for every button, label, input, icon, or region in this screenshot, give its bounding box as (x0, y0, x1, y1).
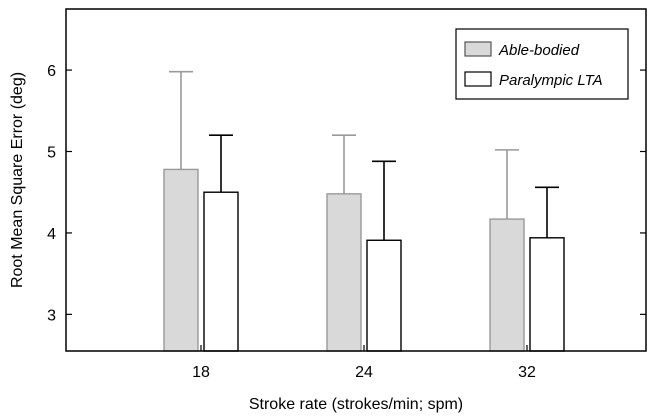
legend-swatch-paralympic-lta (464, 71, 492, 87)
x-tick-label-24: 24 (355, 364, 373, 381)
legend-label-able-bodied: Able-bodied (498, 42, 580, 59)
x-tick-label-32: 32 (518, 364, 536, 381)
y-tick-label-4: 4 (47, 226, 56, 243)
bar-able-bodied-32 (489, 218, 525, 352)
x-tick-label-18: 18 (192, 364, 210, 381)
bar-able-bodied-24 (326, 193, 362, 352)
bars-layer (163, 168, 565, 352)
legend-label-paralympic-lta: Paralympic LTA (499, 72, 603, 89)
plot-frame (65, 8, 647, 352)
y-tick-label-6: 6 (47, 63, 56, 80)
x-axis-title: Stroke rate (strokes/min; spm) (249, 396, 463, 413)
bar-able-bodied-18 (163, 168, 199, 352)
legend-box (455, 28, 629, 100)
error-bars-layer (169, 70, 559, 241)
x-axis: 18 24 32 (192, 345, 536, 381)
y-axis: 3 4 5 6 (47, 63, 646, 324)
y-tick-label-3: 3 (47, 307, 56, 324)
y-axis-title: Root Mean Square Error (deg) (9, 72, 26, 288)
legend-swatch-able-bodied (464, 41, 492, 57)
bar-paralympic-lta-24 (366, 239, 402, 352)
bar-paralympic-lta-32 (529, 237, 565, 352)
legend: Able-bodied Paralympic LTA (455, 28, 629, 100)
bar-paralympic-lta-18 (203, 191, 239, 352)
y-tick-label-5: 5 (47, 145, 56, 162)
